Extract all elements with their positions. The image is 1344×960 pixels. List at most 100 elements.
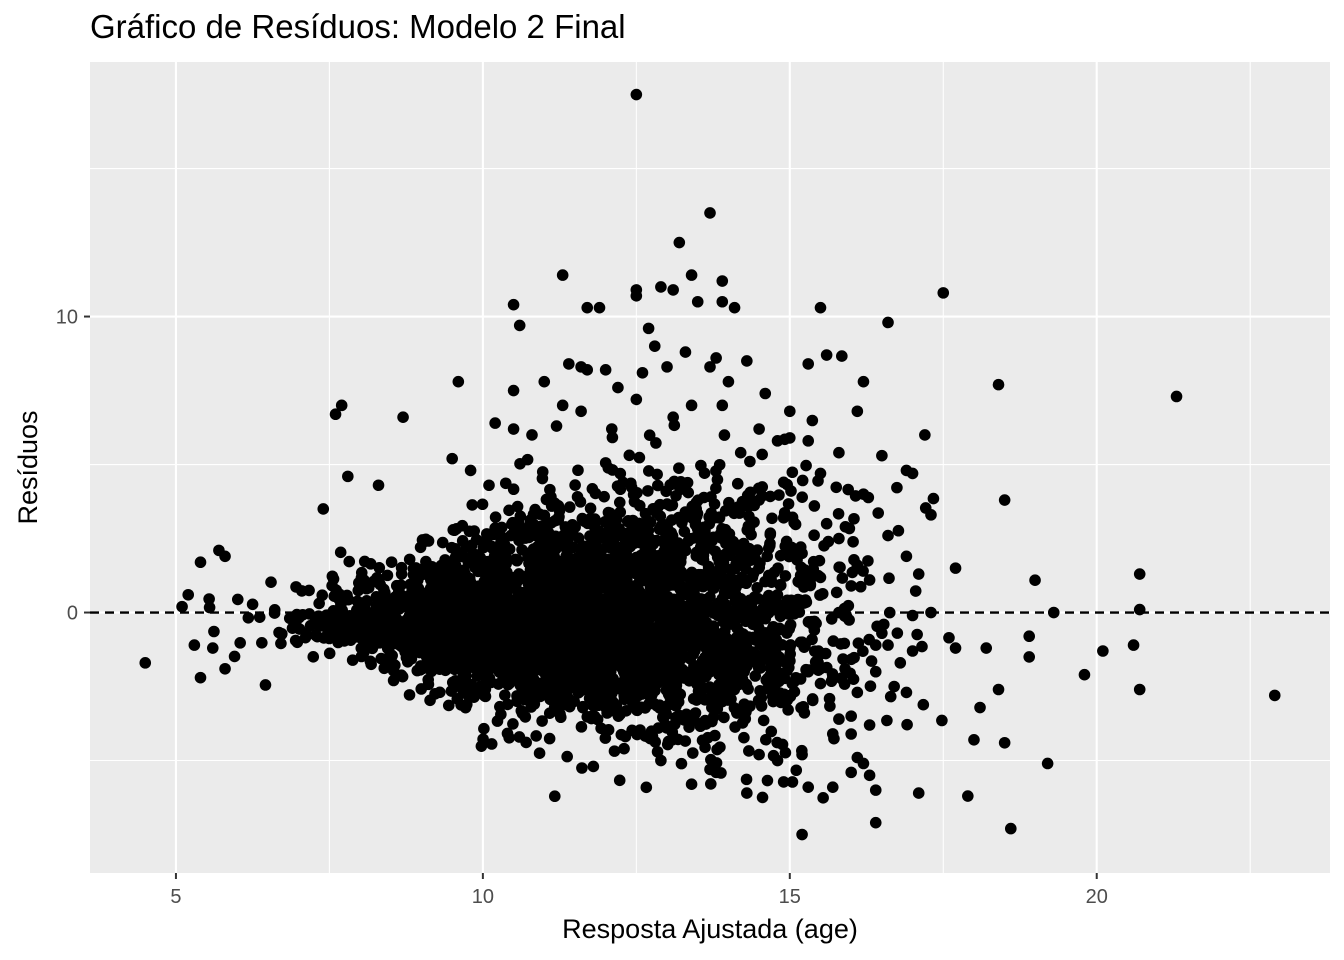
data-point [716,275,729,287]
data-point [636,366,649,379]
data-point [565,668,578,681]
data-point [356,614,369,626]
data-point [676,516,688,529]
y-axis-ticks: 0 10 [56,307,90,625]
data-point [1023,651,1036,663]
data-point [753,622,765,635]
data-point [639,552,652,565]
data-point [466,499,479,511]
data-point [731,477,744,490]
data-point [612,552,625,565]
data-point [556,598,569,610]
data-point [927,492,940,505]
x-tick-label: 5 [170,886,181,908]
data-point [916,640,928,653]
data-point [706,699,719,711]
data-point [351,595,364,608]
data-point [587,760,600,773]
data-point [673,462,685,474]
data-point [603,513,615,525]
data-point [630,290,643,302]
data-point [1127,639,1140,651]
data-point [785,594,798,607]
data-point [564,648,577,660]
data-point [536,466,549,478]
data-point [845,653,858,666]
data-point [851,751,864,764]
data-point [673,709,686,722]
data-point [836,572,849,584]
data-point [710,482,722,495]
data-point [413,621,426,633]
x-tick-label: 10 [472,886,494,908]
data-point [786,466,799,479]
data-point [462,556,475,569]
data-point [643,429,656,441]
data-point [664,479,677,491]
data-point [882,316,894,329]
data-point [540,661,553,674]
data-point [796,748,808,761]
y-axis-title: Resíduos [13,410,43,524]
data-point [837,653,849,665]
data-point [228,650,241,663]
data-point [720,691,732,704]
data-point [464,464,477,477]
data-point [949,562,962,574]
data-point [507,718,519,730]
data-point [794,569,807,582]
data-point [833,606,845,619]
data-point [738,731,750,744]
data-point [373,561,386,574]
data-point [744,455,756,468]
data-point [584,583,596,595]
data-point [691,295,704,308]
data-point [649,566,662,578]
data-point [771,736,783,749]
data-point [814,677,827,690]
data-point [590,652,602,665]
data-point [962,790,974,802]
data-point [685,269,698,281]
data-point [605,539,618,552]
data-point [176,600,188,613]
data-point [752,592,764,605]
data-point [561,635,573,648]
data-point [630,88,643,101]
data-point [573,589,586,601]
data-point [716,295,729,308]
data-point [845,710,857,722]
data-point [387,658,400,671]
data-point [486,645,499,658]
data-point [219,550,231,563]
data-point [403,689,416,701]
x-axis-ticks: 5 10 15 20 [170,873,1108,908]
data-point [741,355,753,367]
data-point [427,602,440,615]
data-point [631,704,643,717]
data-point [716,523,728,535]
data-point [1170,390,1183,403]
data-point [372,479,385,492]
data-point [486,568,499,581]
data-point [589,596,602,608]
data-point [651,745,664,758]
data-point [442,699,455,712]
data-point [486,554,498,567]
data-point [664,608,677,621]
data-point [423,561,435,574]
data-point [526,429,538,441]
data-point [919,429,931,441]
data-point [782,498,795,510]
data-point [632,641,644,654]
data-point [882,639,894,651]
data-point [694,541,707,554]
data-point [802,665,815,678]
data-point [833,532,845,545]
data-point [814,648,827,660]
data-point [496,666,509,678]
data-point [469,642,481,655]
data-point [194,556,207,569]
data-point [731,707,743,719]
